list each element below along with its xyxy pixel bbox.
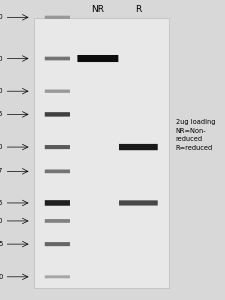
FancyBboxPatch shape	[45, 57, 70, 60]
FancyBboxPatch shape	[45, 275, 70, 278]
FancyBboxPatch shape	[77, 55, 118, 62]
Text: 75: 75	[0, 111, 3, 117]
Bar	[34, 18, 169, 288]
Text: 250: 250	[0, 14, 3, 20]
Text: 20: 20	[0, 218, 3, 224]
FancyBboxPatch shape	[45, 242, 70, 246]
Text: 25: 25	[0, 200, 3, 206]
Text: 50: 50	[0, 144, 3, 150]
Text: 2ug loading
NR=Non-
reduced
R=reduced: 2ug loading NR=Non- reduced R=reduced	[176, 119, 215, 151]
FancyBboxPatch shape	[45, 200, 70, 206]
Text: 150: 150	[0, 56, 3, 62]
FancyBboxPatch shape	[45, 16, 70, 19]
Text: NR: NR	[91, 5, 104, 14]
Text: R: R	[135, 5, 142, 14]
FancyBboxPatch shape	[45, 145, 70, 149]
Text: 100: 100	[0, 88, 3, 94]
Text: 15: 15	[0, 241, 3, 247]
Text: 10: 10	[0, 274, 3, 280]
FancyBboxPatch shape	[45, 219, 70, 223]
FancyBboxPatch shape	[45, 89, 70, 93]
FancyBboxPatch shape	[119, 200, 158, 206]
FancyBboxPatch shape	[45, 169, 70, 173]
FancyBboxPatch shape	[45, 112, 70, 117]
Text: 37: 37	[0, 168, 3, 174]
FancyBboxPatch shape	[119, 144, 158, 150]
